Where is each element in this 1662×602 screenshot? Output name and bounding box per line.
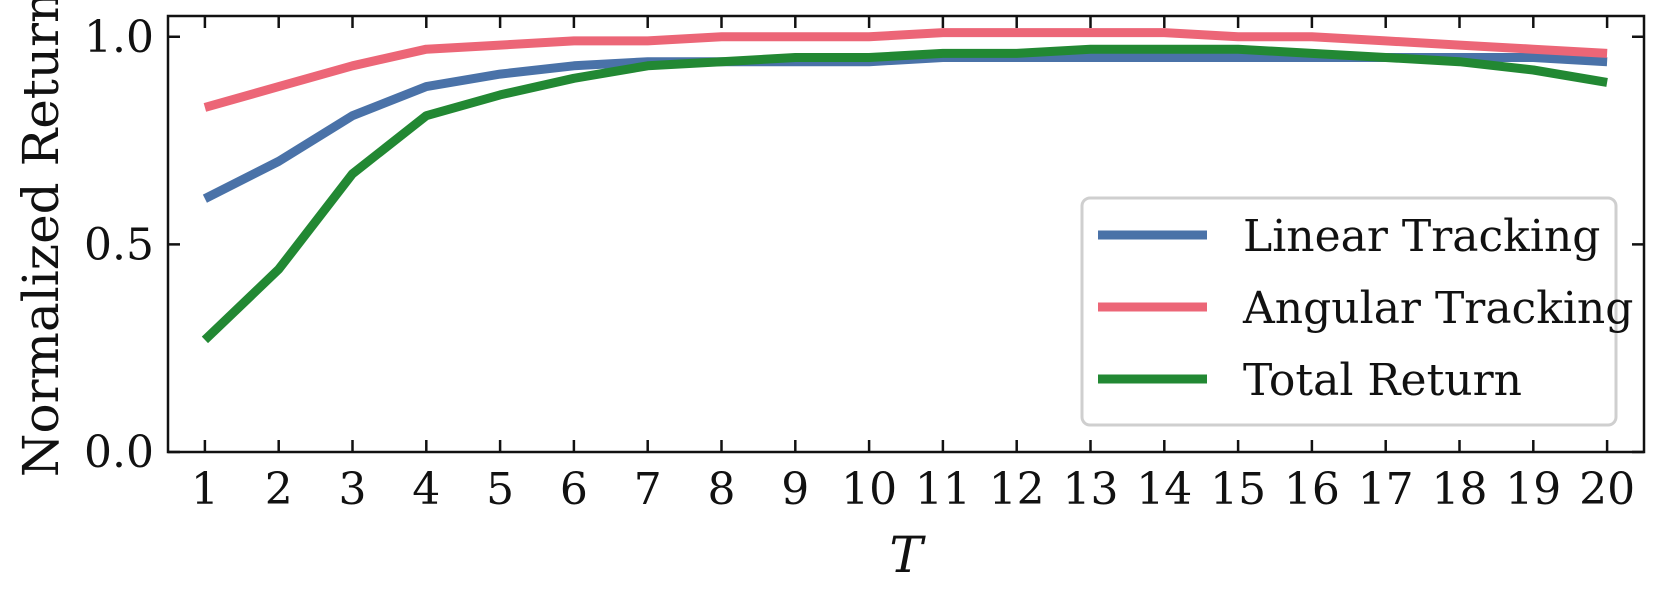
x-tick-label: 6 [560,464,588,515]
legend: Linear Tracking Angular Tracking Total R… [1080,196,1633,427]
x-tick-label: 15 [1210,464,1266,515]
y-tick-label: 0.0 [84,427,154,478]
y-axis-label: Normalized Return [12,0,70,477]
x-tick-label: 5 [486,464,514,515]
x-tick-label: 3 [339,464,367,515]
x-tick-label: 1 [191,464,219,515]
plot-frame [166,14,1646,454]
x-tick-label: 17 [1358,464,1414,515]
y-tick-label: 0.5 [84,219,154,270]
x-tick-label: 19 [1505,464,1561,515]
x-tick-label: 2 [265,464,293,515]
x-tick-label: 7 [634,464,662,515]
x-tick-label: 14 [1136,464,1192,515]
x-tick-label: 13 [1063,464,1119,515]
y-tick-label: 1.0 [84,12,154,63]
series-line-angular-tracking [203,28,1608,112]
legend-label-linear: Linear Tracking [1243,211,1600,262]
series-lines [201,28,1608,344]
x-tick-label: 4 [412,464,440,515]
x-axis-label: T [889,526,926,584]
x-tick-label: 16 [1284,464,1340,515]
x-tick-label: 9 [781,464,809,515]
legend-label-angular: Angular Tracking [1242,283,1633,334]
legend-box [1080,196,1618,427]
axis-ticks: 1 2 3 4 5 6 7 8 9 10 11 12 13 14 15 16 17 18 19 200.00.51.0 [84,12,1644,515]
x-tick-label: 11 [915,464,971,515]
series-line-total-return [201,44,1608,344]
x-tick-label: 20 [1579,464,1635,515]
x-tick-label: 8 [708,464,736,515]
x-tick-label: 10 [841,464,897,515]
x-tick-label: 18 [1432,464,1488,515]
x-tick-label: 12 [989,464,1045,515]
legend-label-total: Total Return [1243,355,1522,406]
